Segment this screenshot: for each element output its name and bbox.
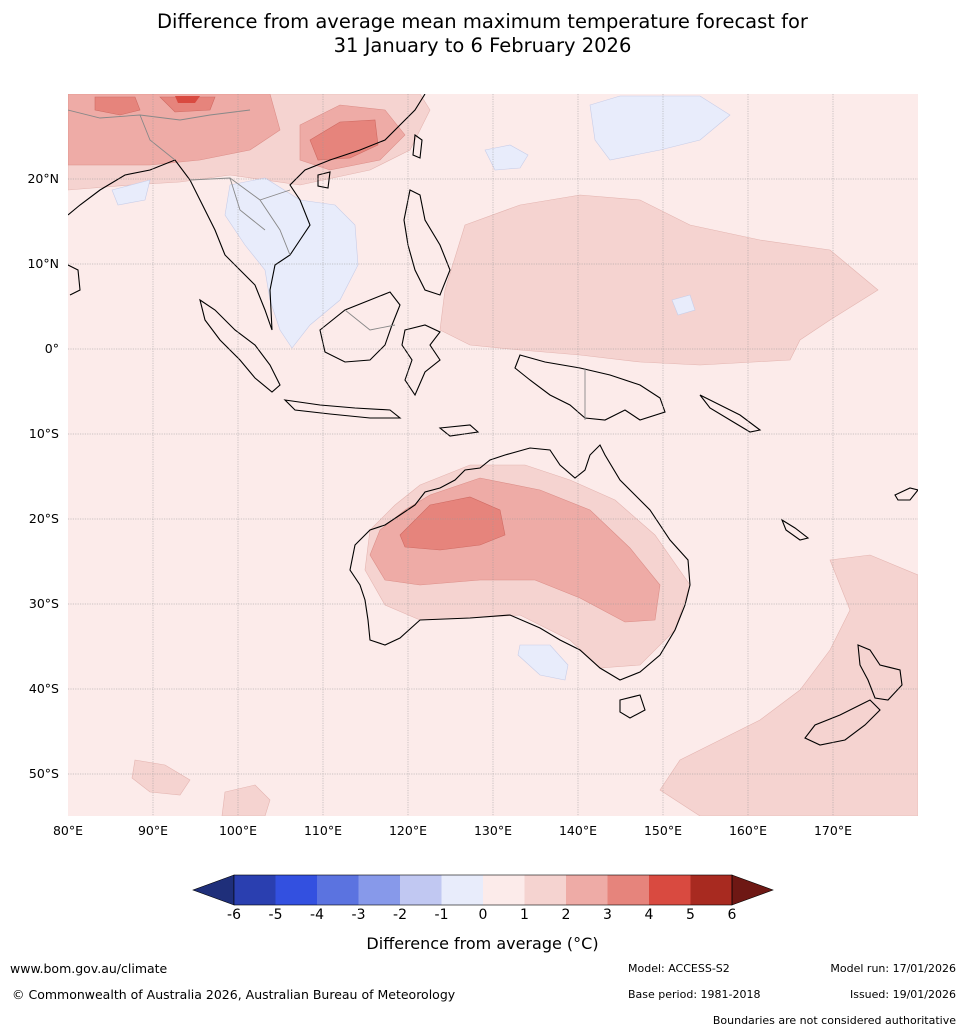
colorbar-tick-3: 3: [603, 907, 612, 923]
australia-coast: [349, 444, 691, 681]
colorbar-bin-7: [483, 875, 525, 905]
anomaly-region-pacific: [439, 194, 879, 366]
colorbar-tick-5: 5: [686, 907, 695, 923]
solomon-coast: [699, 394, 762, 433]
colorbar-tick-neg3: -3: [351, 907, 366, 923]
colorbar-max-extend: [731, 874, 774, 906]
model-name: Model: ACCESS-S2: [628, 962, 730, 975]
colorbar-tick-neg1: -1: [434, 907, 449, 923]
anomaly-region-south-central: [221, 784, 271, 816]
colorbar-tick-neg5: -5: [268, 907, 283, 923]
timor-coast: [438, 424, 480, 437]
lon-label-90e: 90°E: [137, 823, 169, 838]
lon-label-150e: 150°E: [643, 823, 682, 838]
website-link[interactable]: www.bom.gov.au/climate: [10, 961, 168, 976]
colorbar-tick-neg2: -2: [393, 907, 407, 923]
coastlines: [68, 94, 918, 746]
colorbar-bin-11: [649, 875, 691, 905]
java-coast: [283, 399, 402, 419]
new-zealand-south: [804, 699, 881, 746]
graticule: [68, 94, 918, 816]
anomaly-region-philippine-cool: [484, 144, 529, 171]
colorbar-bin-6: [441, 875, 483, 905]
lat-label-20n: 20°N: [27, 171, 59, 186]
colorbar-bin-3: [317, 875, 359, 905]
borneo-boundary: [344, 309, 396, 331]
anomaly-region-bay-cool: [111, 179, 151, 206]
new-caledonia-coast: [780, 518, 810, 541]
lon-label-80e: 80°E: [52, 823, 84, 838]
lon-label-140e: 140°E: [558, 823, 597, 838]
sri-lanka-coast: [68, 264, 81, 296]
copyright-text: © Commonwealth of Australia 2026, Austra…: [12, 987, 456, 1002]
lon-label-130e: 130°E: [473, 823, 512, 838]
lat-label-10s: 10°S: [28, 426, 59, 441]
colorbar-bin-9: [566, 875, 608, 905]
sumatra-coast: [199, 298, 281, 393]
map-title: Difference from average mean maximum tem…: [0, 10, 965, 58]
colorbar-bin-5: [400, 875, 442, 905]
borneo-coast: [319, 291, 401, 363]
philippines-coast: [403, 189, 451, 296]
lat-label-40s: 40°S: [28, 681, 59, 696]
colorbar-bin-2: [275, 875, 317, 905]
tasmania-coast: [619, 694, 646, 719]
model-run-date: Model run: 17/01/2026: [830, 962, 956, 975]
colorbar-tick-neg6: -6: [227, 907, 241, 923]
new-guinea-coast: [514, 354, 666, 421]
lon-label-170e: 170°E: [813, 823, 852, 838]
china-boundaries: [68, 109, 251, 161]
base-period: Base period: 1981-2018: [628, 988, 761, 1001]
anomaly-region-indochina-cool: [224, 177, 359, 349]
anomaly-region-pacific-cool-spot: [671, 294, 696, 316]
new-zealand-north: [857, 644, 903, 701]
anomaly-region-australia-3: [399, 496, 506, 551]
anomaly-region-south-west: [131, 759, 191, 796]
indochina-boundaries: [189, 177, 291, 256]
anomaly-region-tasman: [659, 554, 918, 816]
lat-label-30s: 30°S: [28, 596, 59, 611]
anomaly-region-nw-pacific-cool: [589, 95, 731, 161]
mainland-asia-coast: [68, 94, 426, 331]
country-boundaries: [68, 109, 586, 420]
hainan-coast: [317, 171, 331, 189]
lat-label-50s: 50°S: [28, 766, 59, 781]
lon-label-160e: 160°E: [728, 823, 767, 838]
lat-label-0: 0°: [44, 341, 59, 356]
colorbar-tick-2: 2: [561, 907, 571, 923]
lon-label-100e: 100°E: [218, 823, 257, 838]
fiji-coast: [894, 487, 918, 501]
lat-label-20s: 20°S: [28, 511, 59, 526]
anomaly-region-asia-4: [175, 96, 200, 103]
colorbar-bin-12: [690, 875, 732, 905]
colorbar-bin-10: [607, 875, 649, 905]
colorbar-bin-8: [524, 875, 566, 905]
issued-date: Issued: 19/01/2026: [849, 988, 956, 1001]
taiwan-coast: [412, 134, 423, 159]
title-line-1: Difference from average mean maximum tem…: [157, 10, 808, 33]
colorbar-tick-1: 1: [520, 907, 529, 923]
boundaries-disclaimer: Boundaries are not considered authoritat…: [712, 1014, 956, 1027]
colorbar-tick-4: 4: [644, 907, 654, 923]
sulawesi-coast: [401, 324, 441, 397]
lon-label-110e: 110°E: [303, 823, 342, 838]
colorbar-min-extend: [192, 874, 235, 906]
lon-label-120e: 120°E: [388, 823, 427, 838]
lat-label-10n: 10°N: [27, 256, 59, 271]
colorbar: [192, 874, 774, 906]
colorbar-tick-neg4: -4: [310, 907, 324, 923]
anomaly-region-china-3: [94, 96, 141, 116]
anomaly-region-bass-cool: [517, 644, 569, 681]
colorbar-tick-0: 0: [478, 907, 488, 923]
colorbar-bin-1: [234, 875, 276, 905]
title-line-2: 31 January to 6 February 2026: [333, 34, 632, 57]
colorbar-tick-6: 6: [727, 907, 737, 923]
colorbar-title: Difference from average (°C): [366, 934, 599, 953]
colorbar-bin-4: [358, 875, 400, 905]
